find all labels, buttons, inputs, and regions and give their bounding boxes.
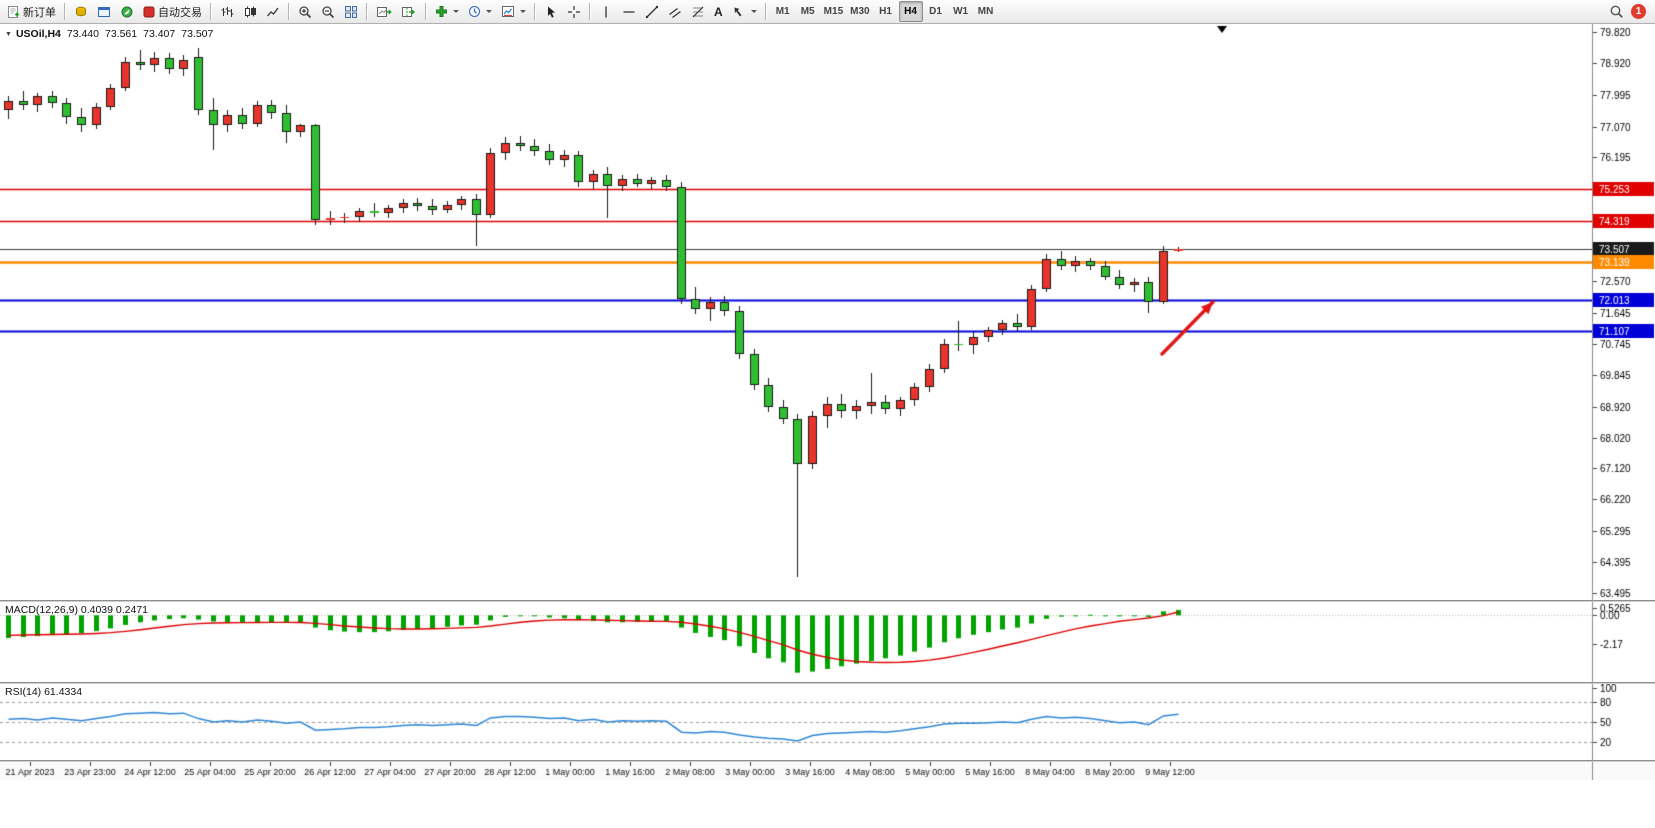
navigator-icon: [120, 5, 134, 19]
chart-shift-icon: [401, 5, 417, 19]
toolbar-separator: [210, 3, 212, 20]
chevron-down-icon: [520, 10, 526, 16]
crosshair-icon: [567, 5, 581, 19]
cursor-button[interactable]: [540, 1, 562, 22]
zoom-out-icon: [321, 5, 335, 19]
panel-separator[interactable]: [0, 682, 1655, 684]
auto-scroll-icon: [376, 5, 392, 19]
navigator-button[interactable]: [116, 1, 138, 22]
search-button[interactable]: [1605, 1, 1628, 22]
vertical-line-icon: [599, 5, 613, 19]
bar-chart-button[interactable]: [216, 1, 238, 22]
tile-windows-button[interactable]: [340, 1, 362, 22]
chevron-down-icon: [486, 10, 492, 16]
toolbar-separator: [764, 3, 767, 20]
zoom-in-button[interactable]: [294, 1, 316, 22]
autotrading-button[interactable]: 自动交易: [139, 1, 206, 22]
trendline-button[interactable]: [641, 1, 663, 22]
timeframe-m5[interactable]: M5: [796, 1, 820, 22]
horizontal-line-icon: [622, 5, 636, 19]
candlestick-chart-button[interactable]: [239, 1, 261, 22]
market-watch-button[interactable]: [70, 1, 92, 22]
price-chart-canvas[interactable]: [0, 24, 1655, 600]
chevron-down-icon: [453, 10, 459, 16]
arrows-icon: [732, 5, 746, 19]
price-chart-panel: ▼ USOil,H4 73.440 73.561 73.407 73.507: [0, 24, 1655, 600]
cursor-icon: [544, 5, 558, 19]
rsi-panel: RSI(14) 61.4334: [0, 684, 1655, 760]
timeframe-w1[interactable]: W1: [949, 1, 973, 22]
data-window-button[interactable]: [93, 1, 115, 22]
macd-panel: MACD(12,26,9) 0.4039 0.2471: [0, 602, 1655, 682]
arrows-button[interactable]: [728, 1, 761, 22]
line-chart-button[interactable]: [262, 1, 284, 22]
data-window-icon: [97, 5, 111, 19]
new-order-button[interactable]: 新订单: [2, 1, 60, 22]
candlestick-chart-icon: [243, 5, 257, 19]
window-bottom-area: [0, 780, 1655, 828]
toolbar: 新订单 自动交易: [0, 0, 1655, 24]
zoom-in-icon: [298, 5, 312, 19]
autotrading-icon: [143, 6, 155, 18]
text-icon: A: [714, 4, 723, 19]
fibonacci-button[interactable]: [687, 1, 709, 22]
tile-windows-icon: [344, 5, 358, 19]
timeframe-m15[interactable]: M15: [821, 1, 846, 22]
panel-separator[interactable]: [0, 600, 1655, 602]
toolbar-separator: [288, 3, 290, 20]
toolbar-separator: [425, 3, 427, 20]
timeframe-mn[interactable]: MN: [974, 1, 998, 22]
timeframe-d1[interactable]: D1: [924, 1, 948, 22]
templates-icon: [501, 5, 515, 18]
periods-button[interactable]: [464, 1, 496, 22]
market-watch-icon: [74, 5, 88, 19]
line-chart-icon: [266, 5, 280, 19]
auto-scroll-button[interactable]: [372, 1, 396, 22]
timeframe-h4[interactable]: H4: [898, 1, 923, 22]
chart-shift-button[interactable]: [397, 1, 421, 22]
rsi-canvas[interactable]: [0, 684, 1655, 760]
bar-chart-icon: [220, 5, 234, 19]
trendline-icon: [645, 5, 659, 19]
timeframe-m30[interactable]: M30: [847, 1, 872, 22]
panel-separator[interactable]: [0, 760, 1655, 762]
autotrading-label: 自动交易: [158, 6, 202, 19]
crosshair-button[interactable]: [563, 1, 585, 22]
time-axis-canvas[interactable]: [0, 762, 1655, 780]
horizontal-line-button[interactable]: [618, 1, 640, 22]
toolbar-separator: [589, 3, 591, 20]
toolbar-separator: [366, 3, 368, 20]
clock-icon: [468, 5, 481, 18]
new-order-label: 新订单: [23, 6, 56, 19]
vertical-line-button[interactable]: [595, 1, 617, 22]
search-icon: [1609, 4, 1624, 19]
timeframe-m1[interactable]: M1: [771, 1, 795, 22]
chevron-down-icon: [750, 10, 757, 16]
add-indicator-button[interactable]: [431, 1, 463, 22]
channel-icon: [668, 5, 682, 19]
channel-button[interactable]: [664, 1, 686, 22]
fibonacci-icon: [691, 5, 705, 19]
notification-badge[interactable]: 1: [1631, 4, 1646, 19]
zoom-out-button[interactable]: [317, 1, 339, 22]
timeframe-h1[interactable]: H1: [874, 1, 898, 22]
time-axis: [0, 762, 1655, 780]
macd-canvas[interactable]: [0, 602, 1655, 682]
add-indicator-icon: [435, 5, 448, 18]
toolbar-separator: [64, 3, 66, 20]
text-button[interactable]: A: [710, 1, 727, 22]
new-order-icon: [6, 5, 20, 19]
toolbar-separator: [534, 3, 536, 20]
templates-button[interactable]: [497, 1, 530, 22]
